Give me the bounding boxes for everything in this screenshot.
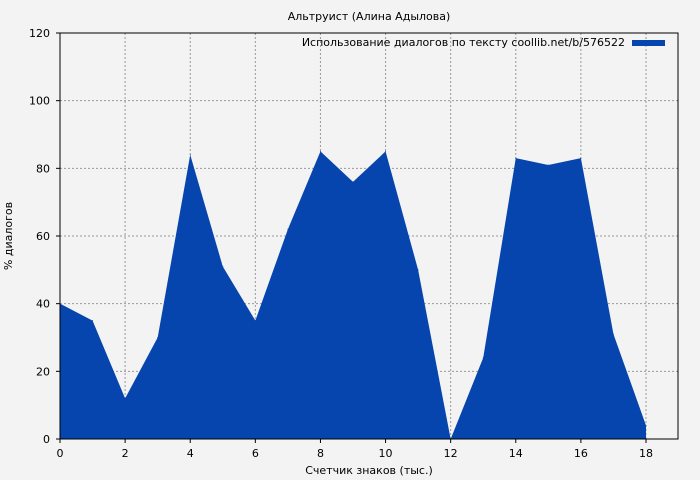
- data-point: [157, 337, 159, 338]
- x-tick-label: 14: [509, 447, 523, 460]
- x-tick-label: 0: [57, 447, 64, 460]
- y-tick-label: 0: [43, 433, 50, 446]
- data-point: [92, 320, 94, 322]
- data-point: [547, 164, 549, 166]
- data-point: [352, 181, 354, 183]
- x-tick-label: 4: [187, 447, 194, 460]
- y-tick-label: 80: [36, 162, 50, 175]
- y-tick-label: 20: [36, 365, 50, 378]
- data-point: [189, 154, 191, 156]
- data-point: [222, 265, 224, 267]
- chart-title: Альтруист (Алина Адылова): [288, 10, 451, 23]
- data-point: [124, 397, 126, 399]
- x-tick-label: 10: [379, 447, 393, 460]
- data-point: [612, 333, 614, 335]
- legend-label: Использование диалогов по тексту coollib…: [302, 36, 625, 49]
- y-tick-label: 100: [29, 95, 50, 108]
- x-tick-label: 6: [252, 447, 259, 460]
- y-axis-label: % диалогов: [2, 202, 15, 270]
- area-series: [60, 151, 646, 439]
- data-point: [287, 228, 289, 230]
- data-point: [482, 357, 484, 359]
- data-point: [385, 150, 387, 152]
- legend: Использование диалогов по тексту coollib…: [302, 36, 665, 49]
- x-tick-label: 8: [317, 447, 324, 460]
- data-point: [515, 157, 517, 159]
- data-point: [254, 320, 256, 322]
- y-tick-label: 60: [36, 230, 50, 243]
- data-point: [580, 157, 582, 159]
- data-point: [417, 269, 419, 271]
- y-tick-label: 120: [29, 27, 50, 40]
- x-tick-label: 18: [639, 447, 653, 460]
- data-point: [645, 424, 647, 426]
- x-tick-label: 16: [574, 447, 588, 460]
- data-point: [319, 150, 321, 152]
- plot-area: [59, 150, 647, 440]
- x-axis-label: Счетчик знаков (тыс.): [305, 464, 433, 477]
- x-tick-label: 2: [122, 447, 129, 460]
- x-tick-label: 12: [444, 447, 458, 460]
- axis-ticks: 0 2 4 6 8 10 12 14 16 18 0 20 40 60 80 100 120: [29, 27, 653, 460]
- legend-swatch: [632, 40, 665, 46]
- y-tick-label: 40: [36, 298, 50, 311]
